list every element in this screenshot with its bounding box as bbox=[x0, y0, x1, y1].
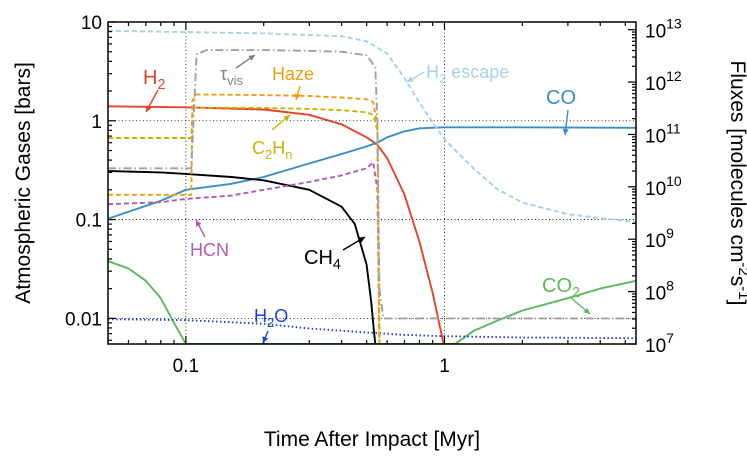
x-axis-title: Time After Impact [Myr] bbox=[264, 428, 480, 451]
ticks bbox=[107, 21, 636, 345]
y-axis-left-title: Atmospheric Gases [bars] bbox=[12, 62, 35, 304]
plot-frame bbox=[107, 21, 637, 345]
annotation-arrowhead-c2hn bbox=[283, 115, 290, 122]
y-right-tick-label: 107 bbox=[645, 330, 674, 357]
series-line-ch4 bbox=[108, 170, 377, 344]
annotation-arrowhead-h2 bbox=[146, 105, 152, 112]
annotation-h2: H2 bbox=[143, 67, 165, 93]
x-tick-label: 1 bbox=[439, 356, 450, 377]
x-tick-label: 0.1 bbox=[173, 356, 199, 377]
annotation-haze: Haze bbox=[272, 64, 314, 84]
series-line-h2-escape bbox=[108, 29, 636, 224]
annotation-co: CO bbox=[546, 87, 576, 109]
series-line-tau-vis bbox=[108, 49, 636, 320]
series-line-h2o bbox=[108, 318, 636, 340]
y-right-tick-label: 109 bbox=[645, 225, 674, 252]
annotation-arrowhead-haze bbox=[294, 93, 301, 100]
y-right-tick-label: 1012 bbox=[645, 68, 682, 95]
annotation-h2o: H2O bbox=[254, 306, 288, 330]
tick-labels: 0.1 1 0.01 0.1 1 10 107 108 109 1010 1011 1012 1013 bbox=[65, 13, 682, 377]
annotation-arrowhead-co2 bbox=[583, 307, 590, 314]
y-left-tick-label: 1 bbox=[91, 112, 102, 133]
annotation-arrowhead-ch4 bbox=[358, 237, 365, 243]
y-right-tick-label: 1013 bbox=[645, 16, 682, 43]
annotation-arrowhead-h2esc bbox=[407, 76, 414, 82]
annotation-ch4: CH4 bbox=[304, 247, 341, 273]
series-group bbox=[108, 29, 636, 344]
annotation-c2hn: C2Hn bbox=[252, 138, 292, 162]
y-left-tick-label: 10 bbox=[81, 13, 102, 34]
annotation-tau: τvis bbox=[220, 64, 243, 88]
series-line-c2hn bbox=[108, 106, 381, 344]
series-line-h2 bbox=[108, 105, 445, 344]
y-right-tick-label: 108 bbox=[645, 278, 674, 305]
annotation-co2: CO2 bbox=[542, 275, 580, 301]
annotation-arrowhead-tau bbox=[248, 55, 255, 61]
y-left-tick-label: 0.1 bbox=[76, 211, 102, 232]
y-axis-right-title: Fluxes [molecules cm-2s-1] bbox=[726, 61, 747, 306]
y-right-tick-label: 1010 bbox=[645, 173, 682, 200]
annotations: τvis Haze H2 escape H2 CO C2Hn CH4 HCN CO2 H2O bbox=[143, 54, 591, 344]
annotation-arrowhead-h2o bbox=[262, 336, 269, 343]
grid bbox=[108, 22, 636, 344]
series-line-hcn bbox=[108, 161, 381, 344]
series-line-haze bbox=[108, 93, 381, 344]
annotation-h2esc: H2 escape bbox=[426, 62, 509, 86]
y-left-tick-label: 0.01 bbox=[65, 309, 102, 330]
annotation-arrowhead-hcn bbox=[196, 220, 202, 227]
annotation-hcn: HCN bbox=[190, 240, 229, 260]
annotation-arrowhead-co bbox=[562, 128, 569, 135]
series-line-co2 bbox=[108, 260, 636, 344]
y-right-tick-label: 1011 bbox=[645, 120, 681, 147]
